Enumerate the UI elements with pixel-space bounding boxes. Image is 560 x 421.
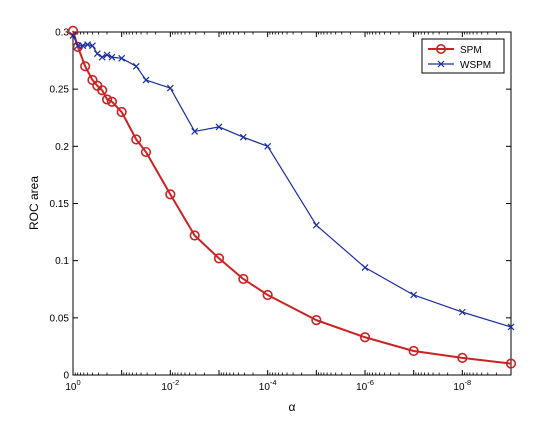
x-axis: 100 10-2 10-4 10-6 10-8 — [65, 32, 512, 393]
data-point-spm — [80, 61, 91, 72]
data-point-spm — [140, 146, 152, 158]
data-point-wspm — [98, 53, 106, 61]
legend-marker-wspm — [437, 60, 445, 68]
data-point-wspm — [79, 42, 87, 50]
data-point-spm — [97, 85, 108, 96]
data-point-wspm — [215, 123, 223, 131]
y-axis: 0 0.05 0.1 0.15 0.2 0.25 0.3 — [50, 28, 511, 382]
data-point-wspm — [191, 128, 199, 135]
x-tick-label: 100 — [65, 378, 80, 393]
series-layer — [67, 25, 517, 369]
data-point-spm — [408, 345, 419, 357]
data-point-spm — [116, 106, 127, 118]
data-point-spm — [359, 332, 371, 343]
y-tick-label: 0.15 — [50, 199, 70, 210]
y-tick-label: 0 — [63, 371, 69, 382]
legend: SPM WSPM — [421, 38, 505, 74]
data-point-wspm — [118, 54, 126, 62]
data-point-wspm — [74, 42, 82, 50]
data-point-wspm — [93, 50, 101, 58]
data-point-spm — [101, 94, 113, 105]
data-point-wspm — [108, 53, 116, 61]
data-point-wspm — [69, 32, 77, 39]
series-spm — [67, 25, 517, 369]
data-point-wspm — [89, 42, 96, 50]
data-point-wspm — [410, 291, 418, 299]
series-line-wspm — [72, 35, 512, 328]
data-point-wspm — [458, 308, 466, 316]
y-tick-label: 0.25 — [50, 85, 70, 96]
data-point-wspm — [132, 62, 140, 70]
data-point-wspm — [84, 41, 92, 49]
data-point-spm — [131, 134, 142, 145]
data-point-spm — [311, 315, 322, 326]
y-tick-label: 0.2 — [55, 142, 69, 153]
data-point-spm — [106, 96, 118, 107]
legend-label-spm: SPM — [460, 45, 482, 56]
data-point-wspm — [312, 221, 320, 229]
data-point-wspm — [166, 84, 174, 92]
data-point-spm — [238, 273, 249, 285]
data-point-wspm — [507, 323, 515, 331]
data-point-wspm — [142, 76, 150, 84]
legend-label-wspm: WSPM — [460, 60, 491, 71]
data-point-wspm — [103, 51, 111, 59]
y-tick-label: 0.1 — [55, 256, 69, 267]
data-point-spm — [165, 189, 176, 200]
legend-marker-spm — [435, 43, 446, 54]
legend-box — [421, 38, 505, 74]
data-point-spm — [262, 289, 273, 301]
x-tick-label: 10-6 — [356, 378, 374, 393]
y-tick-label: 0.3 — [55, 28, 69, 39]
plot-area-frame — [72, 31, 512, 376]
data-point-wspm — [239, 133, 247, 141]
x-axis-label: α — [289, 400, 296, 414]
x-tick-label: 10-8 — [453, 378, 471, 393]
x-tick-label: 10-4 — [259, 378, 277, 393]
data-point-wspm — [361, 264, 369, 271]
data-point-spm — [505, 358, 517, 369]
y-axis-label: ROC area — [27, 176, 41, 230]
data-point-wspm — [264, 142, 272, 150]
x-tick-label: 10-2 — [161, 378, 179, 393]
y-tick-label: 0.05 — [50, 313, 70, 324]
data-point-spm — [213, 253, 225, 264]
data-point-spm — [189, 230, 200, 241]
series-wspm — [69, 32, 515, 331]
data-point-spm — [457, 352, 468, 363]
